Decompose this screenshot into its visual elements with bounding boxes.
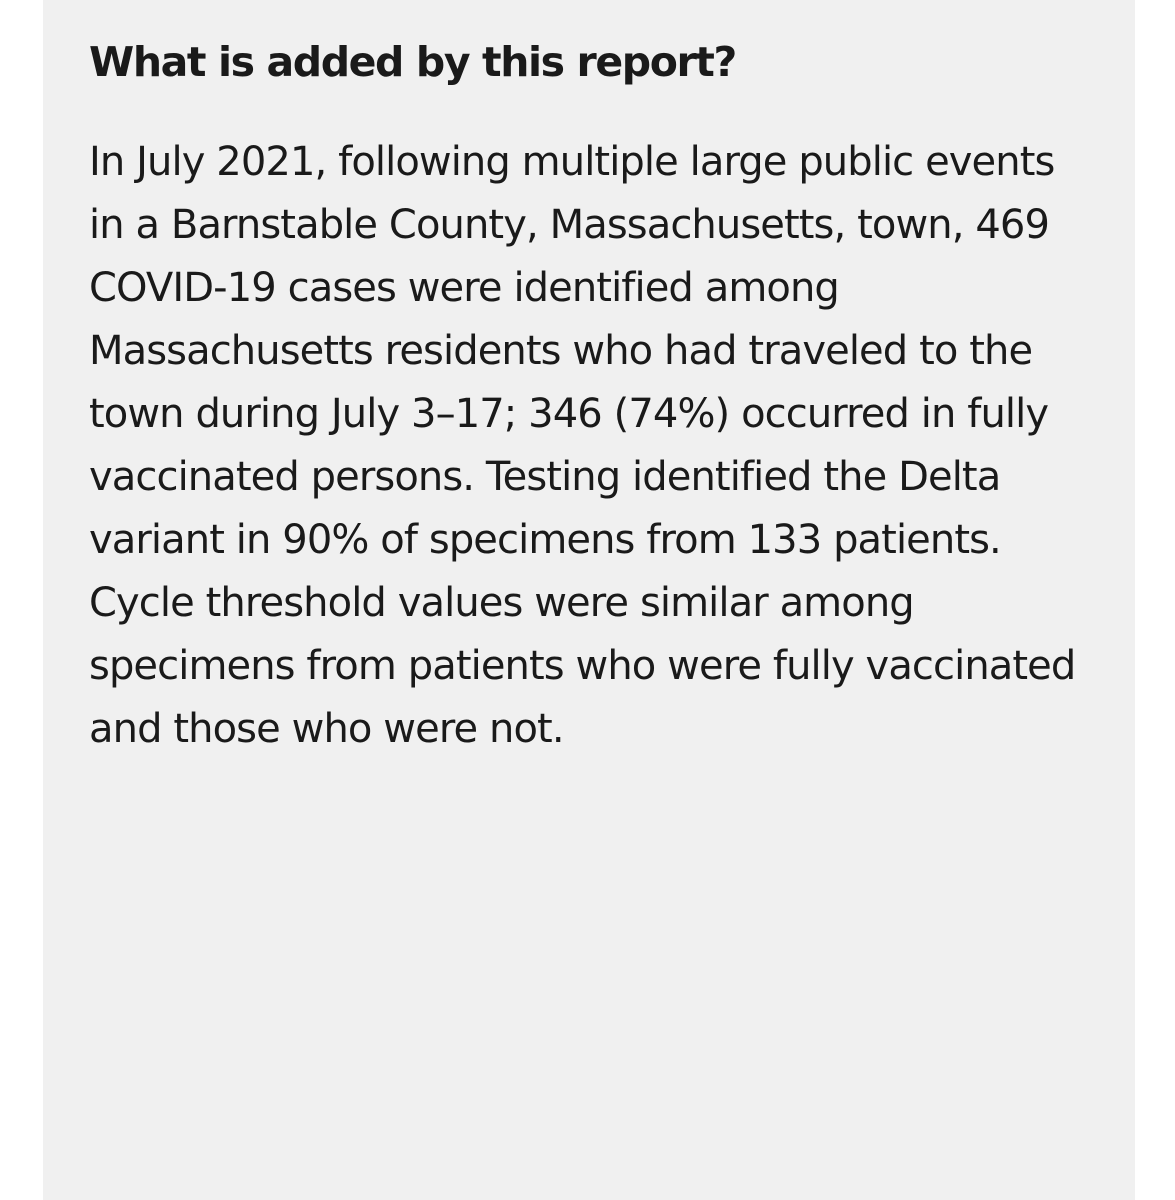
section-heading: What is added by this report? — [89, 38, 737, 86]
report-summary-panel: What is added by this report? In July 20… — [43, 0, 1135, 1200]
section-body-text: In July 2021, following multiple large p… — [89, 139, 1076, 753]
